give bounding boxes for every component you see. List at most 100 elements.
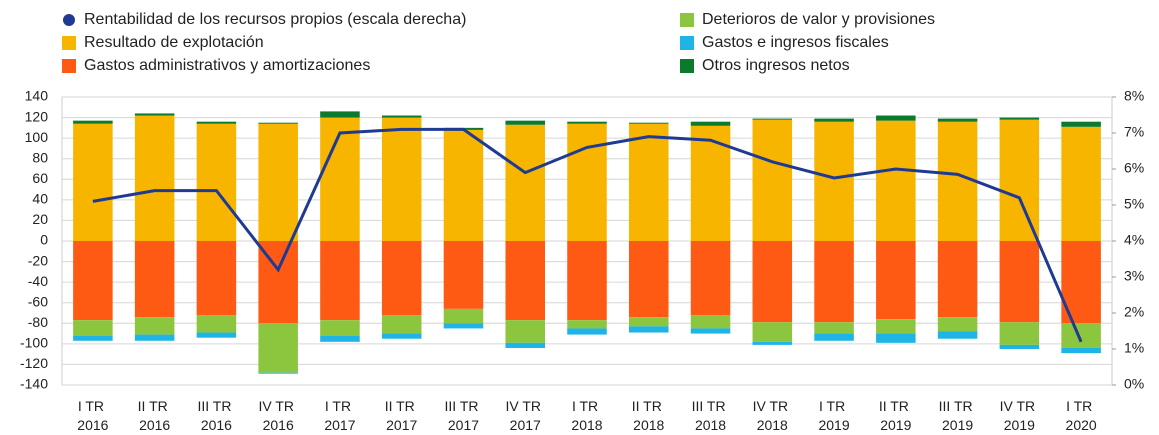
bar-segment <box>258 123 298 241</box>
bar-segment <box>629 326 669 333</box>
bar-segment <box>876 115 916 121</box>
y2-tick-label: 7% <box>1124 124 1144 140</box>
bar-segment <box>690 315 731 329</box>
bar-segment <box>567 320 607 329</box>
bar-segment <box>999 322 1040 345</box>
bar-segment <box>937 317 978 332</box>
x-tick-label: IV TR 2017 <box>506 398 545 433</box>
bar-segment <box>567 121 607 124</box>
bar-segment <box>134 113 175 116</box>
bar-segment <box>134 241 175 318</box>
bar-segment <box>752 341 793 345</box>
x-tick-label: II TR 2017 <box>385 398 419 433</box>
bar-segment <box>320 117 360 241</box>
bar-segment <box>999 119 1040 241</box>
bar-segment <box>505 124 545 241</box>
bar-segment <box>752 322 793 342</box>
bar-segment <box>73 320 113 336</box>
y-tick-label: -80 <box>28 314 48 330</box>
bar-segment <box>752 118 793 120</box>
x-tick-label: IV TR 2019 <box>1000 398 1039 433</box>
bar-segment <box>73 123 113 241</box>
x-tick-label: IV TR 2018 <box>753 398 792 433</box>
bar-segment <box>814 333 854 341</box>
y2-tick-label: 6% <box>1124 160 1144 176</box>
bar-segment <box>629 122 669 124</box>
line <box>92 127 1083 343</box>
bar-segment <box>443 308 484 324</box>
bar-segment <box>629 123 669 241</box>
y2-tick-label: 8% <box>1124 88 1144 104</box>
bar-segment <box>258 372 298 374</box>
legend-swatch <box>62 59 76 73</box>
x-tick-label: II TR 2016 <box>138 398 172 433</box>
bar-segment <box>937 241 978 318</box>
bar-segment <box>381 241 422 316</box>
bar-segment <box>134 115 175 241</box>
y2-tick-label: 3% <box>1124 268 1144 284</box>
bar-segment <box>814 241 854 323</box>
bar-segment <box>320 241 360 321</box>
bar-segment <box>196 123 237 241</box>
legend-label: Deterioros de valor y provisiones <box>702 11 935 28</box>
x-tick-label: III TR 2018 <box>692 398 730 433</box>
y-tick-label: -40 <box>28 273 48 289</box>
bar-segment <box>999 117 1040 120</box>
bar-segment <box>876 120 916 241</box>
bar-segment <box>505 120 545 125</box>
bar-segment <box>814 118 854 122</box>
x-tick-label: I TR 2018 <box>571 398 602 433</box>
bar-segment <box>196 121 237 124</box>
y-tick-label: 40 <box>32 191 48 207</box>
y2-tick-label: 1% <box>1124 340 1144 356</box>
x-tick-label: I TR 2020 <box>1066 398 1097 433</box>
y-tick-label: 120 <box>25 108 49 124</box>
bar-segment <box>196 315 237 333</box>
bar-segment <box>876 319 916 334</box>
bar-segment <box>752 119 793 241</box>
x-tick-label: I TR 2019 <box>818 398 849 433</box>
bar-segment <box>505 342 545 348</box>
bar-segment <box>752 241 793 323</box>
y-tick-label: -140 <box>20 376 48 392</box>
y-tick-label: -100 <box>20 335 48 351</box>
bar-segment <box>937 118 978 122</box>
legend-swatch <box>680 59 694 73</box>
bar-segment <box>937 331 978 339</box>
bar-segment <box>73 120 113 124</box>
bar-segment <box>814 121 854 241</box>
bar-segment <box>505 241 545 321</box>
bar-segment <box>999 241 1040 323</box>
bar-segment <box>876 241 916 320</box>
bar-segment <box>567 123 607 241</box>
legend-label: Otros ingresos netos <box>702 57 850 74</box>
bar-segment <box>73 335 113 341</box>
x-tick-label: III TR 2019 <box>939 398 977 433</box>
bar-segment <box>381 117 422 241</box>
bar-segment <box>73 241 113 321</box>
bar-segment <box>1061 121 1101 127</box>
bar-segment <box>258 323 298 373</box>
bar-segment <box>320 111 360 118</box>
bar-segment <box>814 322 854 334</box>
bar-segment <box>443 323 484 329</box>
y-tick-label: -60 <box>28 293 48 309</box>
bar-segment <box>134 317 175 335</box>
legend-swatch <box>680 13 694 27</box>
y-tick-label: -20 <box>28 252 48 268</box>
bar-segment <box>505 320 545 343</box>
legend-label: Resultado de explotación <box>84 34 264 51</box>
bar-segment <box>1061 347 1101 354</box>
y2-tick-label: 5% <box>1124 196 1144 212</box>
bar-segment <box>381 315 422 334</box>
bar-segment <box>629 317 669 327</box>
y-tick-label: 60 <box>32 170 48 186</box>
bar-segment <box>258 122 298 124</box>
y2-tick-label: 0% <box>1124 376 1144 392</box>
x-tick-label: I TR 2016 <box>77 398 108 433</box>
bar-segment <box>567 328 607 335</box>
bar-segment <box>629 241 669 318</box>
x-tick-label: II TR 2018 <box>632 398 666 433</box>
x-tick-label: IV TR 2016 <box>258 398 297 433</box>
bar-segment <box>690 328 731 334</box>
